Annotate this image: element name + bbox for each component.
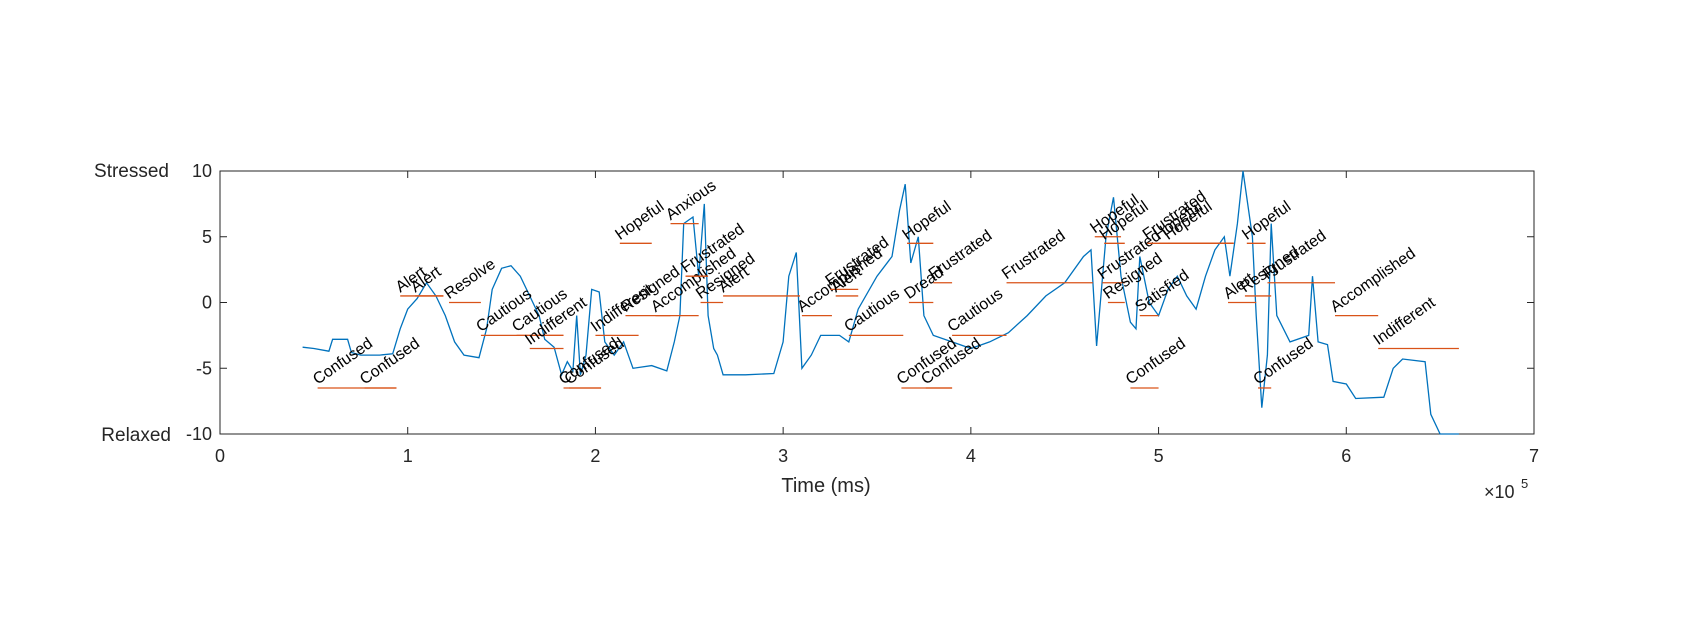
- x-tick-label: 1: [403, 446, 413, 466]
- x-axis-label: Time (ms): [781, 475, 870, 497]
- x-tick-label: 3: [778, 446, 788, 466]
- y-tick-label: 5: [202, 227, 212, 247]
- x-tick-label: 2: [590, 446, 600, 466]
- y-bottom-label: Relaxed: [101, 425, 171, 446]
- y-tick-label: -10: [186, 424, 212, 444]
- y-top-label: Stressed: [94, 161, 169, 182]
- x-tick-label: 4: [966, 446, 976, 466]
- y-tick-label: 10: [192, 161, 212, 181]
- y-tick-label: 0: [202, 293, 212, 313]
- x-tick-label: 6: [1341, 446, 1351, 466]
- x-tick-label: 5: [1154, 446, 1164, 466]
- x-tick-label: 7: [1529, 446, 1539, 466]
- x-tick-label: 0: [215, 446, 225, 466]
- y-tick-label: -5: [196, 358, 212, 378]
- x-multiplier-exponent: 5: [1521, 476, 1528, 491]
- x-multiplier: ×10: [1484, 482, 1515, 502]
- signal-line: [302, 170, 1459, 435]
